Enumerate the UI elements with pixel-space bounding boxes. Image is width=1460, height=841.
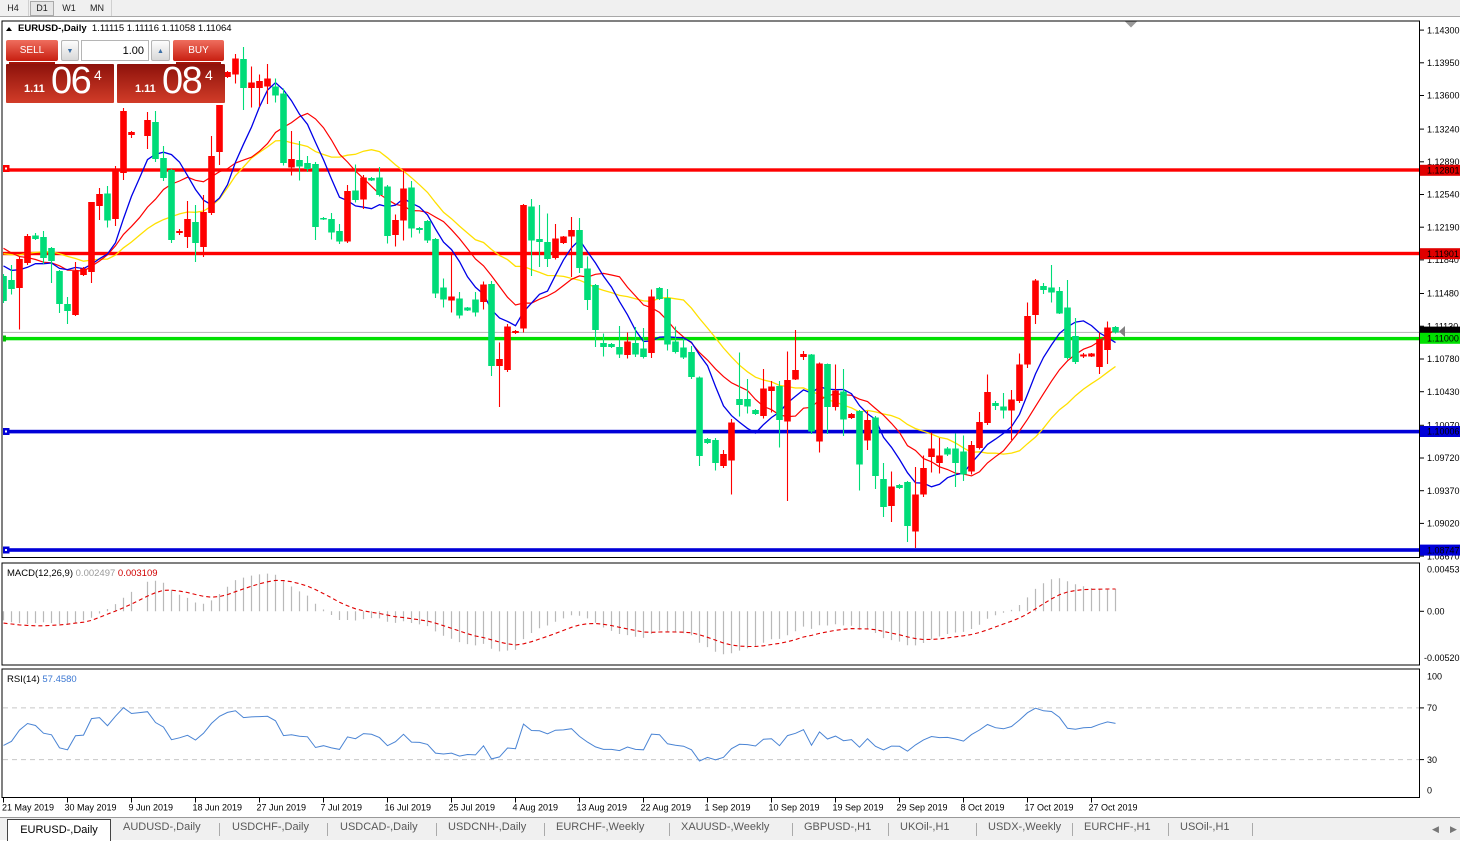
svg-text:30 May 2019: 30 May 2019 — [65, 803, 117, 813]
svg-text:21 May 2019: 21 May 2019 — [2, 803, 54, 813]
svg-text:17 Oct 2019: 17 Oct 2019 — [1025, 803, 1074, 813]
svg-text:19 Sep 2019: 19 Sep 2019 — [833, 803, 884, 813]
svg-text:1.10006: 1.10006 — [1427, 427, 1460, 437]
svg-text:1.14300: 1.14300 — [1427, 25, 1460, 35]
svg-text:13 Aug 2019: 13 Aug 2019 — [577, 803, 628, 813]
svg-text:16 Jul 2019: 16 Jul 2019 — [385, 803, 432, 813]
svg-text:1.11130: 1.11130 — [1427, 321, 1458, 331]
svg-text:29 Sep 2019: 29 Sep 2019 — [897, 803, 948, 813]
svg-text:1.11000: 1.11000 — [1427, 334, 1459, 344]
svg-text:0: 0 — [1427, 786, 1432, 796]
svg-text:1.11840: 1.11840 — [1427, 255, 1459, 265]
svg-text:100: 100 — [1427, 671, 1442, 681]
svg-text:1.12890: 1.12890 — [1427, 157, 1460, 167]
svg-text:MACD(12,26,9) 0.002497 0.00310: MACD(12,26,9) 0.002497 0.003109 — [7, 568, 158, 579]
svg-text:70: 70 — [1427, 703, 1437, 713]
svg-text:27 Oct 2019: 27 Oct 2019 — [1089, 803, 1138, 813]
svg-text:27 Jun 2019: 27 Jun 2019 — [257, 803, 307, 813]
svg-text:1.11901: 1.11901 — [1427, 249, 1459, 259]
svg-text:1.10070: 1.10070 — [1427, 421, 1460, 431]
svg-text:0.00: 0.00 — [1427, 607, 1445, 617]
svg-text:9 Jun 2019: 9 Jun 2019 — [129, 803, 174, 813]
svg-text:1.12190: 1.12190 — [1427, 222, 1460, 232]
svg-text:4 Aug 2019: 4 Aug 2019 — [513, 803, 559, 813]
svg-text:30: 30 — [1427, 755, 1437, 765]
svg-text:8 Oct 2019: 8 Oct 2019 — [961, 803, 1005, 813]
svg-text:1.10430: 1.10430 — [1427, 387, 1460, 397]
svg-text:18 Jun 2019: 18 Jun 2019 — [193, 803, 243, 813]
svg-text:0.004536: 0.004536 — [1427, 564, 1460, 574]
svg-text:1.12540: 1.12540 — [1427, 190, 1460, 200]
svg-text:10 Sep 2019: 10 Sep 2019 — [769, 803, 820, 813]
svg-text:1.08747: 1.08747 — [1427, 545, 1460, 555]
svg-text:22 Aug 2019: 22 Aug 2019 — [641, 803, 692, 813]
svg-text:1.09370: 1.09370 — [1427, 486, 1460, 496]
svg-text:RSI(14) 57.4580: RSI(14) 57.4580 — [7, 674, 77, 685]
svg-text:1.09720: 1.09720 — [1427, 453, 1460, 463]
svg-text:25 Jul 2019: 25 Jul 2019 — [449, 803, 496, 813]
svg-text:1.10780: 1.10780 — [1427, 354, 1460, 364]
svg-text:1.11480: 1.11480 — [1427, 289, 1459, 299]
svg-text:1.09020: 1.09020 — [1427, 519, 1460, 529]
svg-text:1.11064: 1.11064 — [1427, 327, 1459, 337]
svg-text:1.13600: 1.13600 — [1427, 91, 1460, 101]
svg-text:1.12801: 1.12801 — [1427, 166, 1460, 176]
svg-text:-0.005205: -0.005205 — [1424, 653, 1460, 663]
svg-text:1.08670: 1.08670 — [1427, 551, 1460, 561]
svg-text:1.13240: 1.13240 — [1427, 124, 1460, 134]
svg-text:7 Jul 2019: 7 Jul 2019 — [321, 803, 363, 813]
svg-text:1 Sep 2019: 1 Sep 2019 — [705, 803, 751, 813]
svg-text:1.13950: 1.13950 — [1427, 58, 1460, 68]
